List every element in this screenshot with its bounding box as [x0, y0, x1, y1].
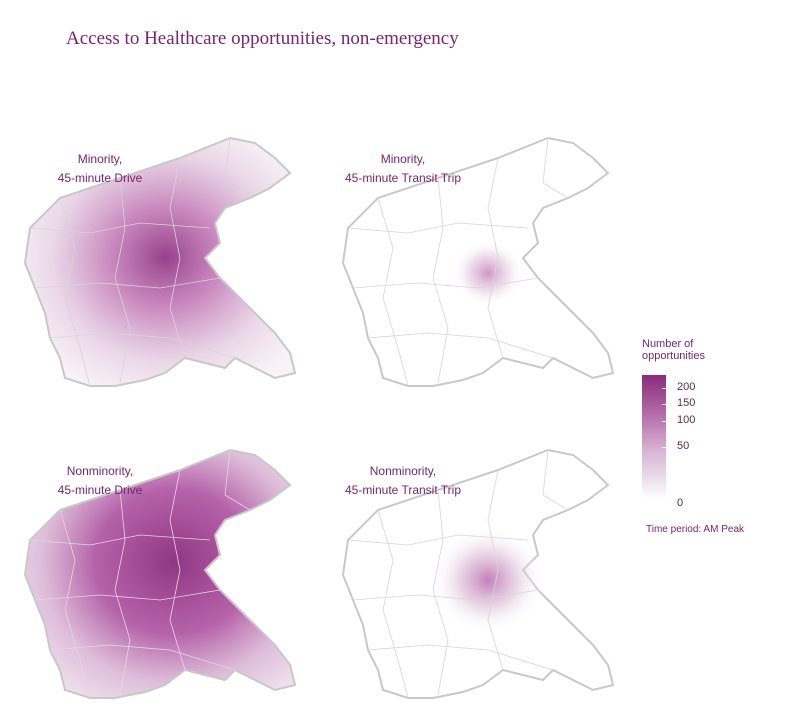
panel-label-line1: Minority,	[77, 152, 123, 166]
legend-title-line1: Number of	[642, 338, 694, 350]
panel-label-line2: 45-minute Drive	[57, 171, 143, 185]
page-title: Access to Healthcare opportunities, non-…	[66, 28, 459, 49]
legend-tick	[662, 404, 666, 405]
panel-label: Minority, 45-minute Drive	[25, 150, 175, 188]
legend-value: 200	[677, 381, 696, 393]
region-map	[23, 448, 297, 699]
panel-label-line2: 45-minute Drive	[57, 483, 143, 497]
map-nonminority-transit: Nonminority, 45-minute Transit Trip	[338, 440, 638, 720]
panel-label-line1: Nonminority,	[66, 464, 134, 478]
panel-label-line1: Minority,	[380, 152, 426, 166]
region-map	[341, 136, 615, 387]
legend-value: 50	[677, 440, 690, 452]
panel-label-line1: Nonminority,	[369, 464, 437, 478]
panel-label-line2: 45-minute Transit Trip	[344, 483, 462, 497]
legend-tick	[662, 421, 666, 422]
map-minority-drive: Minority, 45-minute Drive	[20, 128, 320, 408]
legend: Number of opportunities 200 150 100 50 0…	[642, 338, 792, 535]
map-minority-transit: Minority, 45-minute Transit Trip	[338, 128, 638, 408]
legend-title-line2: opportunities	[642, 350, 705, 362]
panel-label: Nonminority, 45-minute Transit Trip	[328, 462, 478, 500]
legend-value: 0	[677, 497, 684, 509]
map-nonminority-drive: Nonminority, 45-minute Drive	[20, 440, 320, 720]
legend-title: Number of opportunities	[642, 338, 792, 362]
panel-label: Minority, 45-minute Transit Trip	[328, 150, 478, 188]
region-map	[341, 448, 615, 699]
legend-value: 100	[677, 414, 696, 426]
legend-tick	[662, 388, 666, 389]
legend-value: 150	[677, 397, 696, 409]
panel-label-line2: 45-minute Transit Trip	[344, 171, 462, 185]
legend-tick	[662, 447, 666, 448]
panel-label: Nonminority, 45-minute Drive	[25, 462, 175, 500]
legend-note: Time period: AM Peak	[646, 524, 745, 535]
region-map	[23, 136, 297, 387]
legend-color-bar	[642, 375, 666, 499]
